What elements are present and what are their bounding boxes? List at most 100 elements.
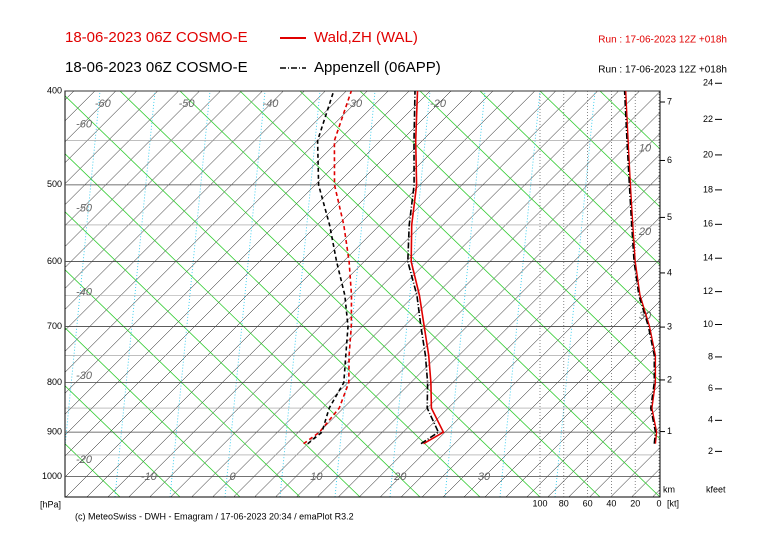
wind-tick-label: 40 [606,498,616,508]
isotherm [275,112,660,497]
isotherm-label: -30 [346,98,363,110]
dry-adiabat [65,211,361,497]
run-label: Run : 17-06-2023 12Z +018h [598,35,727,46]
y-tick-label: 400 [47,85,62,95]
km-tick-label: 1 [667,426,672,436]
wind-speed-line [623,90,657,444]
kfeet-tick-label: 12 [703,286,713,296]
y-tick-label: 800 [47,377,62,387]
kfeet-tick-label: 10 [703,319,713,329]
x-tick-label: 20 [393,471,407,483]
kfeet-tick-label: 6 [708,383,713,393]
x-tick-label: -10 [141,471,158,483]
temperature-line [406,90,440,445]
mixing-ratio [499,91,541,497]
y-tick-label: 1000 [42,471,62,481]
km-tick-label: 3 [667,321,672,331]
isotherm [65,91,138,164]
y-tick-label: 500 [47,179,62,189]
isotherm [65,91,263,289]
mixing-ratio [554,91,596,497]
isotherm [191,91,599,497]
model-label: 18-06-2023 06Z COSMO-E [65,59,248,76]
kfeet-tick-label: 14 [703,253,713,263]
isotherm [65,91,410,436]
isotherm [65,91,159,185]
y-tick-label: 900 [47,427,62,437]
dry-adiabat [65,269,301,497]
wind-tick-label: 0 [656,498,661,508]
background-grid [65,91,660,497]
isotherm [233,91,640,497]
dewpoint-line [303,90,353,445]
mixing-ratio [224,91,266,497]
y-tick-label: 700 [47,321,62,331]
dry-adiabat [65,153,421,497]
isotherm [568,405,660,497]
run-label: Run : 17-06-2023 12Z +018h [598,65,727,76]
wind-tick-label: 20 [630,498,640,508]
isotherm [358,195,660,497]
wind-tick-label: 80 [559,498,569,508]
mixing-ratio [444,91,486,497]
x-tick-label: 30 [478,471,491,483]
isotherm [65,91,389,415]
isotherm [65,91,368,394]
kfeet-unit: kfeet [706,484,726,494]
isotherm-label: -30 [76,370,93,382]
x-tick-label: 10 [310,471,323,483]
mixing-ratio [114,91,156,497]
isotherm [86,91,494,497]
km-tick-label: 4 [667,267,672,277]
isotherm [65,91,326,352]
isotherm [337,174,660,497]
dry-adiabat [65,327,241,497]
isotherm-label: 10 [639,142,652,154]
isotherm-label: -20 [76,454,93,466]
isotherm [65,91,221,247]
km-tick-label: 2 [667,374,672,384]
dry-adiabat [179,91,601,497]
isotherm-label: -50 [76,202,93,214]
legend-label: Appenzell (06APP) [314,59,441,76]
mixing-ratio [334,91,376,497]
isotherm [65,91,347,373]
isotherm-label: -20 [430,98,447,110]
km-tick-label: 5 [667,212,672,222]
km-unit: km [663,484,675,494]
isotherm [296,133,660,497]
wind-unit: [kt] [667,498,679,508]
isotherm-label: -60 [95,98,112,110]
dry-adiabat [479,91,660,266]
isotherm-label: -60 [76,119,93,131]
mixing-ratio [389,91,431,497]
temperature-line [410,90,445,445]
dewpoint-line [307,90,349,445]
km-tick-label: 7 [667,96,672,106]
footer: (c) MeteoSwiss - DWH - Emagram / 17-06-2… [75,511,354,521]
isotherm [379,216,660,497]
isotherm [442,279,660,497]
isotherm [463,300,660,497]
isotherm [65,91,473,497]
wind-tick-label: 60 [583,498,593,508]
isotherm-label: -50 [179,98,196,110]
kfeet-tick-label: 18 [703,184,713,194]
dry-adiabat [359,91,660,382]
mixing-ratio [279,91,321,497]
isotherm [128,91,536,497]
km-tick-label: 6 [667,155,672,165]
wind-speed-line [625,90,658,444]
isotherm [526,363,660,497]
isotherm [212,91,619,497]
isotherm [65,91,179,205]
isotherm-label: 20 [638,226,652,238]
wind-tick-label: 100 [532,498,547,508]
isotherm [65,91,242,268]
mixing-ratio [65,91,101,451]
isotherm [107,91,515,497]
isotherm [149,91,557,497]
dry-adiabat [239,91,660,497]
